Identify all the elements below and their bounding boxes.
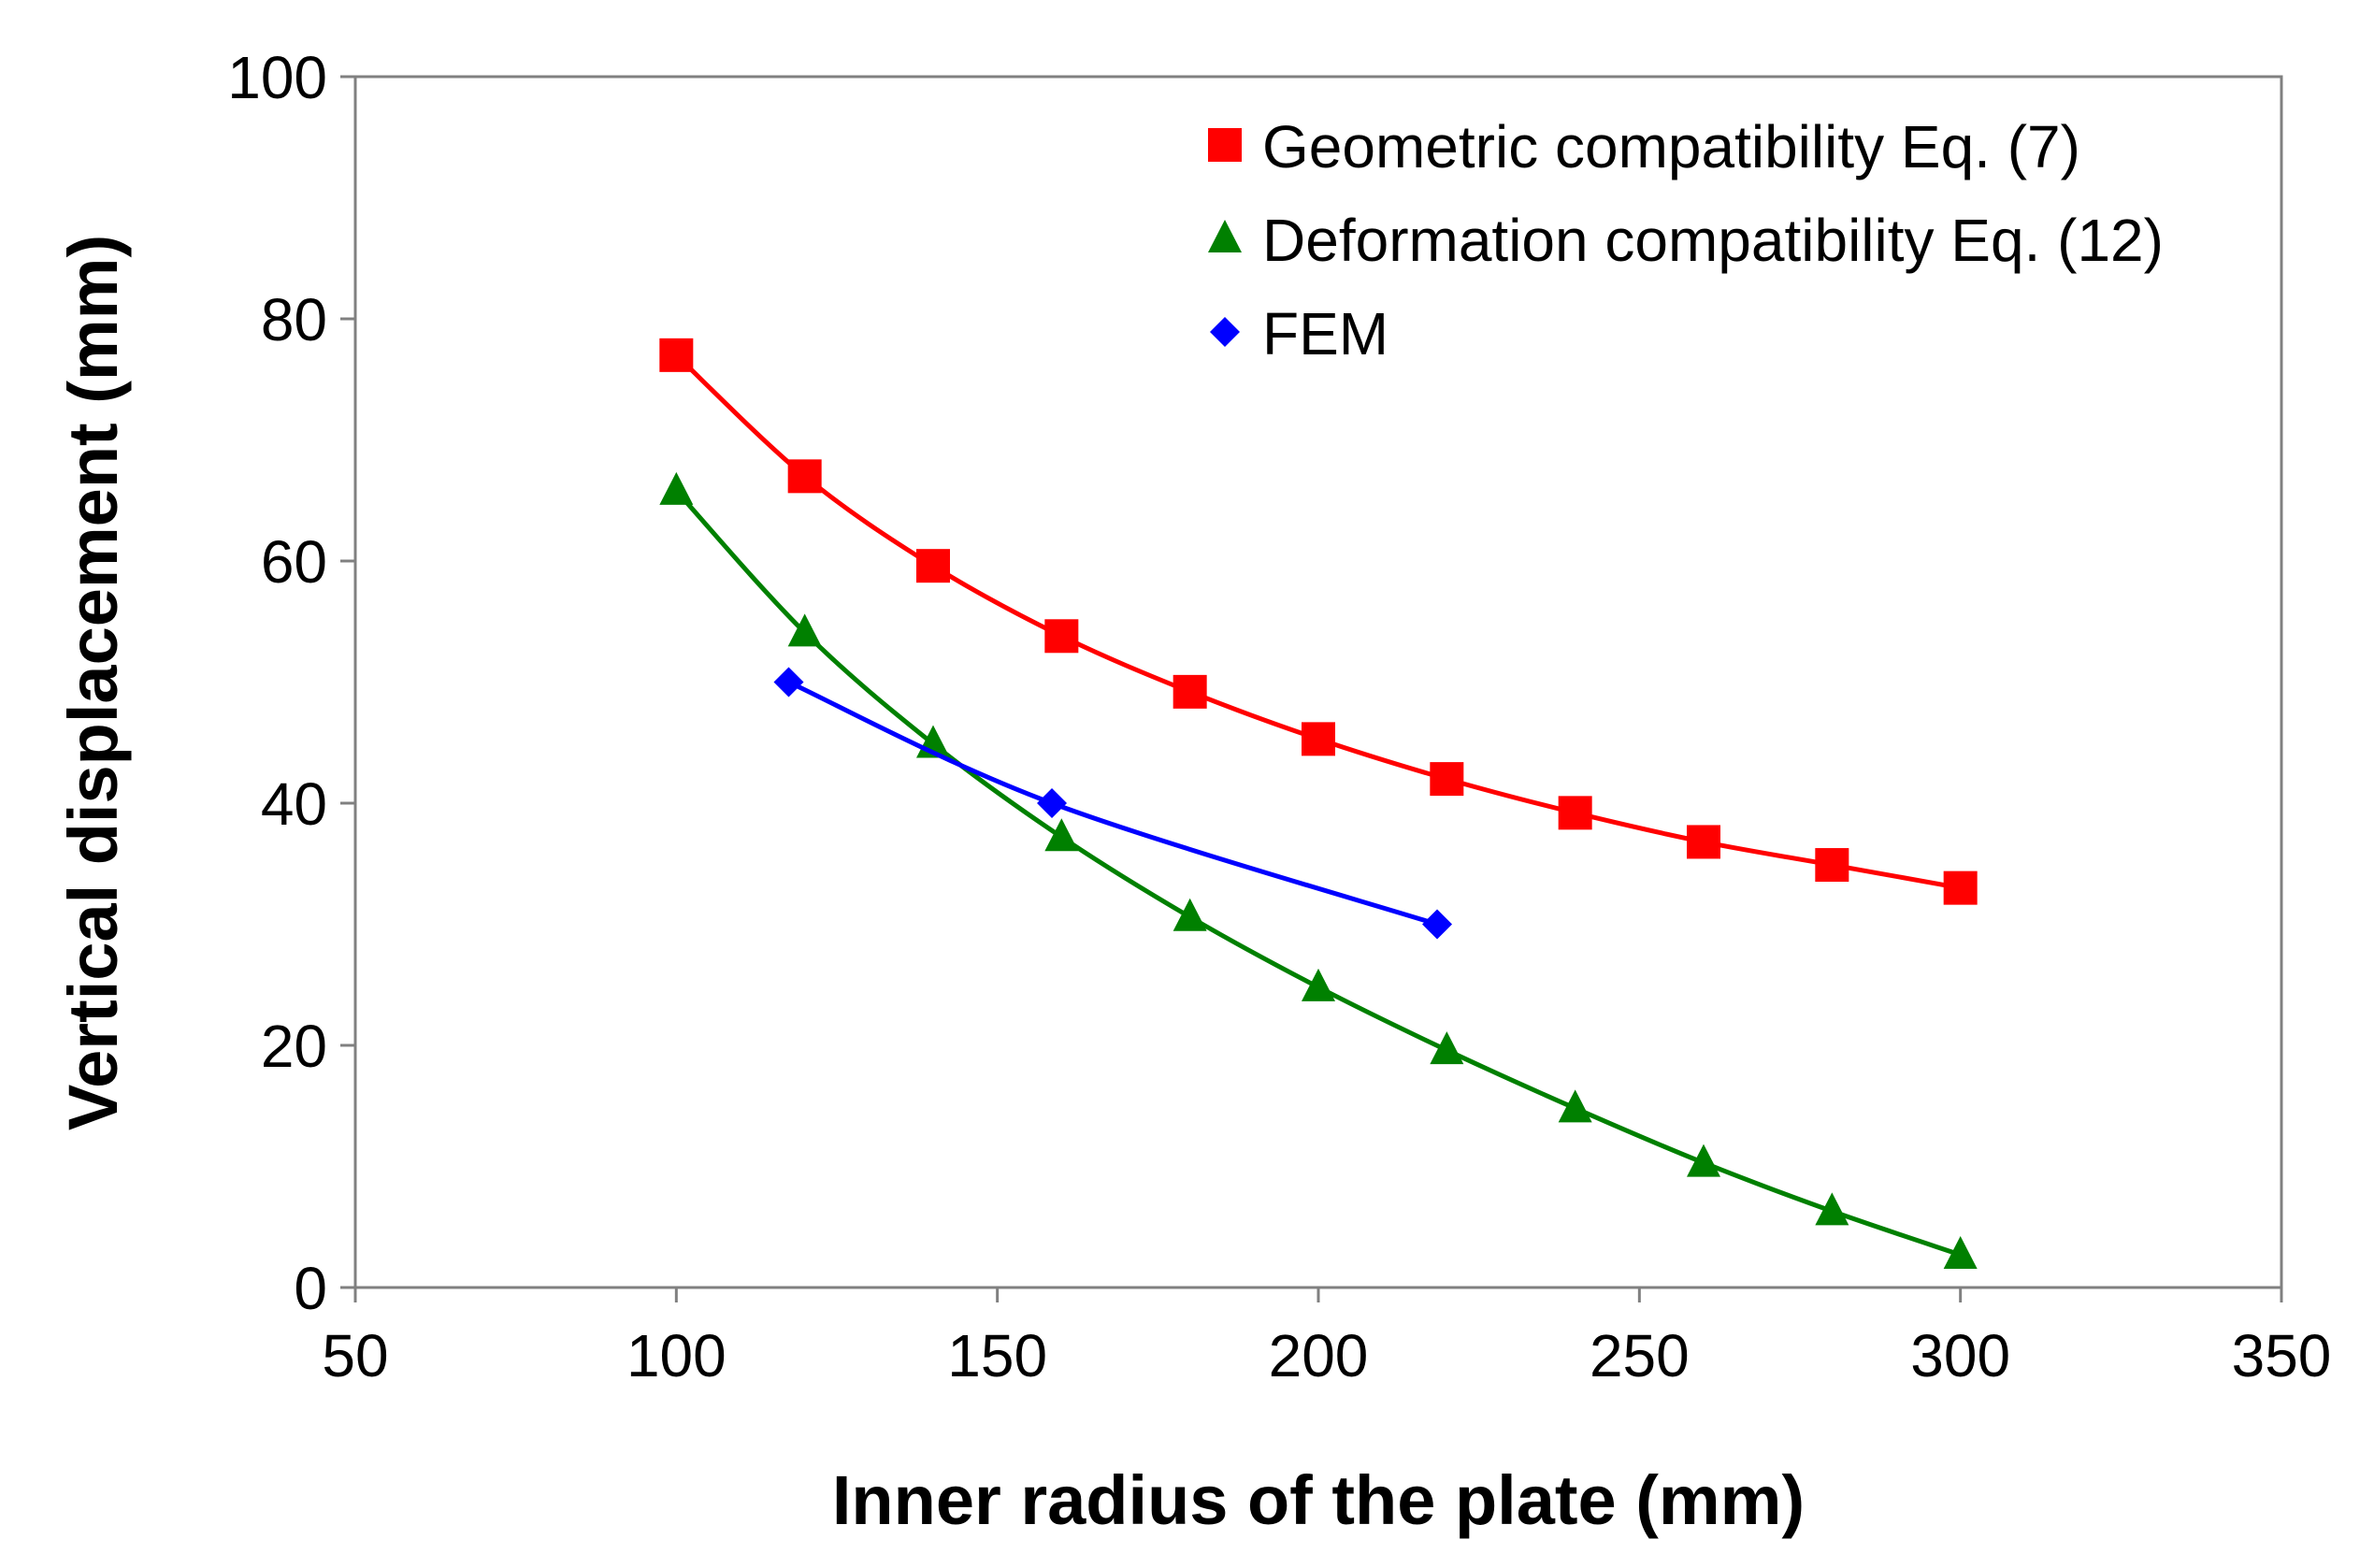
- data-point: [1037, 788, 1068, 818]
- data-point: [1558, 796, 1592, 830]
- x-tick-label: 100: [626, 1322, 727, 1389]
- data-point: [659, 471, 694, 505]
- data-point: [916, 549, 950, 583]
- y-tick-label: 0: [294, 1255, 327, 1322]
- data-point: [1943, 1236, 1978, 1270]
- x-tick-label: 50: [322, 1322, 388, 1389]
- legend-label: FEM: [1262, 300, 1388, 367]
- y-tick-label: 60: [261, 528, 327, 596]
- y-tick-label: 40: [261, 770, 327, 838]
- series-layer: [659, 338, 1978, 1270]
- legend-item: Deformation compatibility Eq. (12): [1208, 207, 2164, 274]
- x-tick-label: 250: [1590, 1322, 1690, 1389]
- data-point: [1558, 1089, 1592, 1123]
- data-point: [1302, 968, 1335, 1001]
- legend-item: FEM: [1210, 300, 1388, 367]
- legend: Geometric compatibility Eq. (7) Deformati…: [1208, 113, 2164, 367]
- y-tick-label: 20: [261, 1013, 327, 1080]
- legend-marker: [1208, 128, 1242, 162]
- data-point: [1815, 848, 1849, 883]
- data-point: [1687, 825, 1720, 859]
- data-point: [1044, 619, 1079, 654]
- data-point: [1430, 1031, 1464, 1065]
- data-point: [1173, 898, 1207, 931]
- y-tick-label: 80: [261, 286, 327, 353]
- x-axis: 50 100 150 200 250 300 350: [322, 1287, 2331, 1389]
- data-point: [773, 667, 804, 698]
- x-axis-title: Inner radius of the plate (mm): [832, 1461, 1805, 1539]
- data-point: [1422, 909, 1453, 940]
- x-tick-label: 150: [947, 1322, 1047, 1389]
- y-axis: 0 20 40 60 80 100: [227, 44, 355, 1322]
- y-tick-label: 100: [227, 44, 327, 111]
- series-square: [659, 338, 1978, 905]
- data-point: [1044, 818, 1079, 852]
- y-axis-title: Vertical displacement (mm): [54, 235, 132, 1130]
- data-point: [1815, 1192, 1849, 1226]
- legend-item: Geometric compatibility Eq. (7): [1208, 113, 2080, 180]
- series-diamond: [773, 667, 1453, 940]
- series-triangle: [659, 471, 1978, 1270]
- legend-marker: [1208, 220, 1242, 252]
- legend-marker: [1210, 317, 1240, 347]
- legend-label: Geometric compatibility Eq. (7): [1262, 113, 2080, 180]
- series-line: [787, 680, 1438, 927]
- data-point: [1430, 762, 1464, 797]
- x-tick-label: 200: [1269, 1322, 1369, 1389]
- series-line: [674, 353, 1962, 891]
- data-point: [1173, 674, 1207, 709]
- data-point: [1302, 722, 1335, 756]
- x-tick-label: 300: [1910, 1322, 2010, 1389]
- data-point: [659, 338, 694, 372]
- series-line: [674, 489, 1962, 1258]
- data-point: [1687, 1144, 1720, 1177]
- data-point: [787, 459, 822, 494]
- data-point: [787, 613, 822, 647]
- legend-label: Deformation compatibility Eq. (12): [1262, 207, 2164, 274]
- x-tick-label: 350: [2232, 1322, 2332, 1389]
- data-point: [1943, 870, 1978, 905]
